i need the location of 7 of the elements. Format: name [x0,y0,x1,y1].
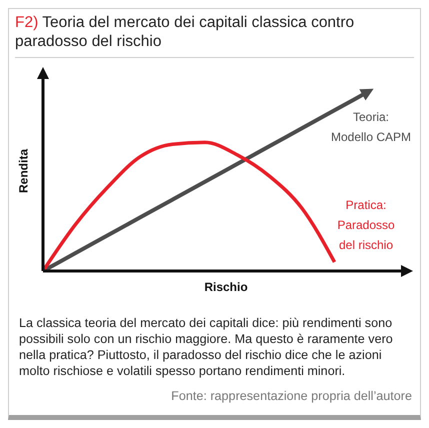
y-axis-title: Rendita [16,148,30,194]
chart-title: F2) Teoria del mercato dei capitali classica contro paradosso del rischio [15,13,356,51]
source-note: Fonte: rappresentazione propria dell’autore [170,388,412,404]
text: La classica teoria del mercato dei capitali dice: più rendimenti sono possibili solo con un rischio maggiore. Ma questo è raramente vero nella pratica? Piuttosto, il paradosso del rischio dice che le azioni molto rischiose e volatili spesso portano rendimenti minori. [19,315,394,379]
series-label: Teoria: Modello CAPM [330,109,412,146]
series-label: Pratica: Paradosso del rischio [336,197,396,254]
x-axis-title: Rischio [204,280,248,294]
